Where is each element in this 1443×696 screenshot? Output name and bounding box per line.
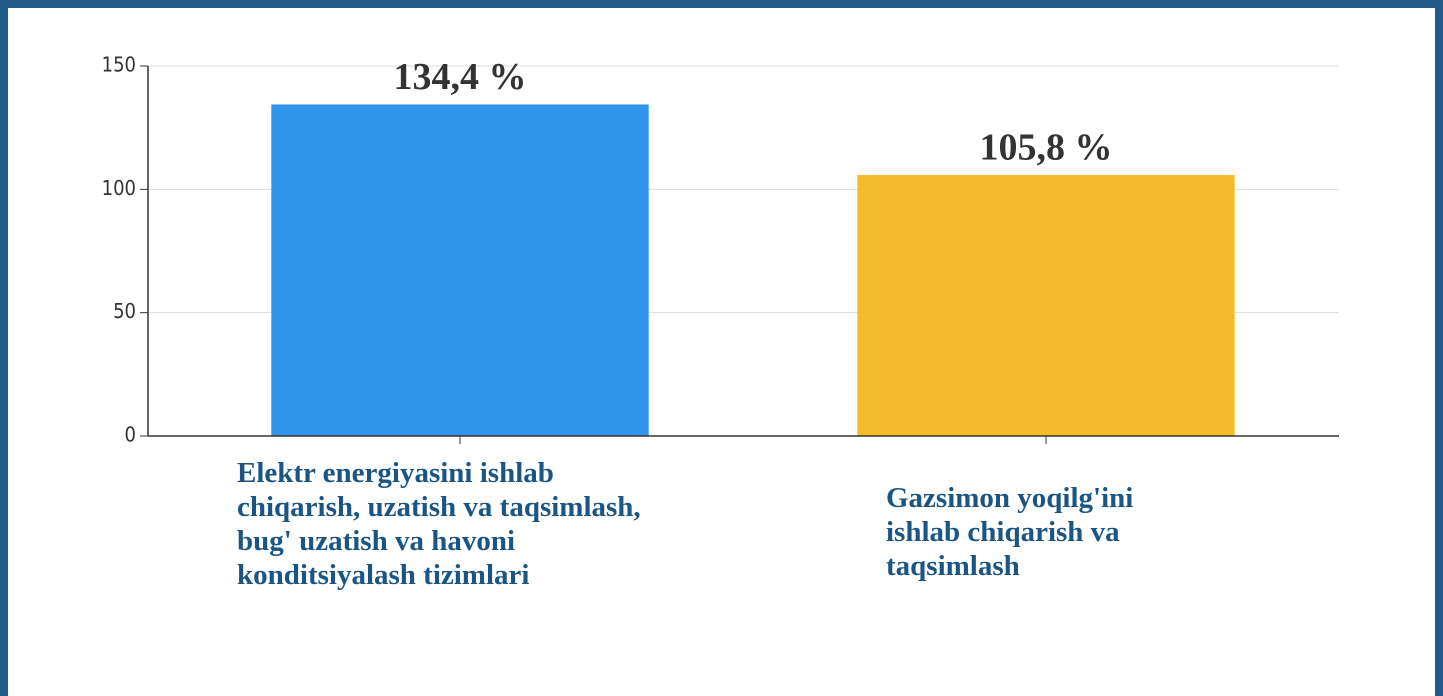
bar: [857, 175, 1235, 436]
value-label: 134,4 %: [394, 56, 527, 98]
bar: [271, 104, 649, 436]
y-tick-label: 0: [125, 423, 136, 447]
y-tick-label: 100: [102, 176, 136, 200]
x-tick-label: Elektr energiyasini ishlab chiqarish, uz…: [237, 457, 641, 591]
value-label: 105,8 %: [980, 127, 1113, 169]
y-tick-label: 50: [113, 299, 136, 323]
x-tick-label: Gazsimon yoqilg'ini ishlab chiqarish va …: [886, 482, 1134, 582]
y-tick-label: 150: [102, 53, 136, 77]
